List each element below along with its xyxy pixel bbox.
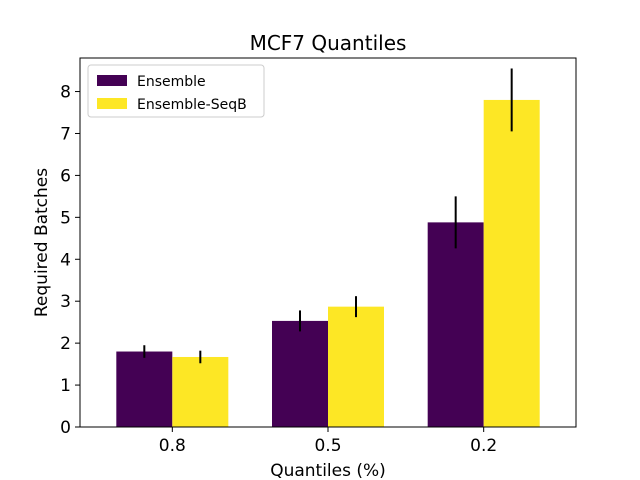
bar-ensemble-1 <box>272 320 328 427</box>
legend: Ensemble Ensemble-SeqB <box>87 64 265 118</box>
y-axis-label: Required Batches <box>32 168 52 317</box>
y-tick-label: 2 <box>60 334 71 354</box>
y-tick-label: 7 <box>60 124 71 144</box>
x-axis-ticks: 0.8 0.5 0.2 <box>159 427 497 456</box>
x-tick-label: 0.2 <box>470 436 497 456</box>
y-tick-label: 1 <box>60 376 71 396</box>
y-tick-label: 6 <box>60 166 71 186</box>
chart-title: MCF7 Quantiles <box>250 31 407 55</box>
plot-area <box>79 57 577 428</box>
legend-swatch-ensemble <box>97 75 127 86</box>
y-axis-ticks: 0 1 2 3 4 5 6 7 8 <box>60 83 80 438</box>
legend-label-ensemble: Ensemble <box>137 74 206 90</box>
y-tick-label: 4 <box>60 250 71 270</box>
bar-ensemble-seqb-2 <box>483 99 540 427</box>
bar-ensemble-0 <box>116 351 173 427</box>
y-tick-label: 3 <box>60 292 71 312</box>
bar-ensemble-2 <box>427 222 484 427</box>
y-tick-label: 0 <box>60 418 71 438</box>
x-axis-label: Quantiles (%) <box>270 461 386 480</box>
legend-swatch-ensemble-seqb <box>97 98 127 109</box>
legend-label-ensemble-seqb: Ensemble-SeqB <box>137 97 247 113</box>
x-tick-label: 0.8 <box>159 436 186 456</box>
x-tick-label: 0.5 <box>314 436 341 456</box>
legend-box <box>87 64 265 118</box>
y-tick-label: 5 <box>60 208 71 228</box>
y-tick-label: 8 <box>60 83 71 103</box>
bar-ensemble-seqb-0 <box>172 356 229 427</box>
bar-ensemble-seqb-1 <box>328 306 384 427</box>
